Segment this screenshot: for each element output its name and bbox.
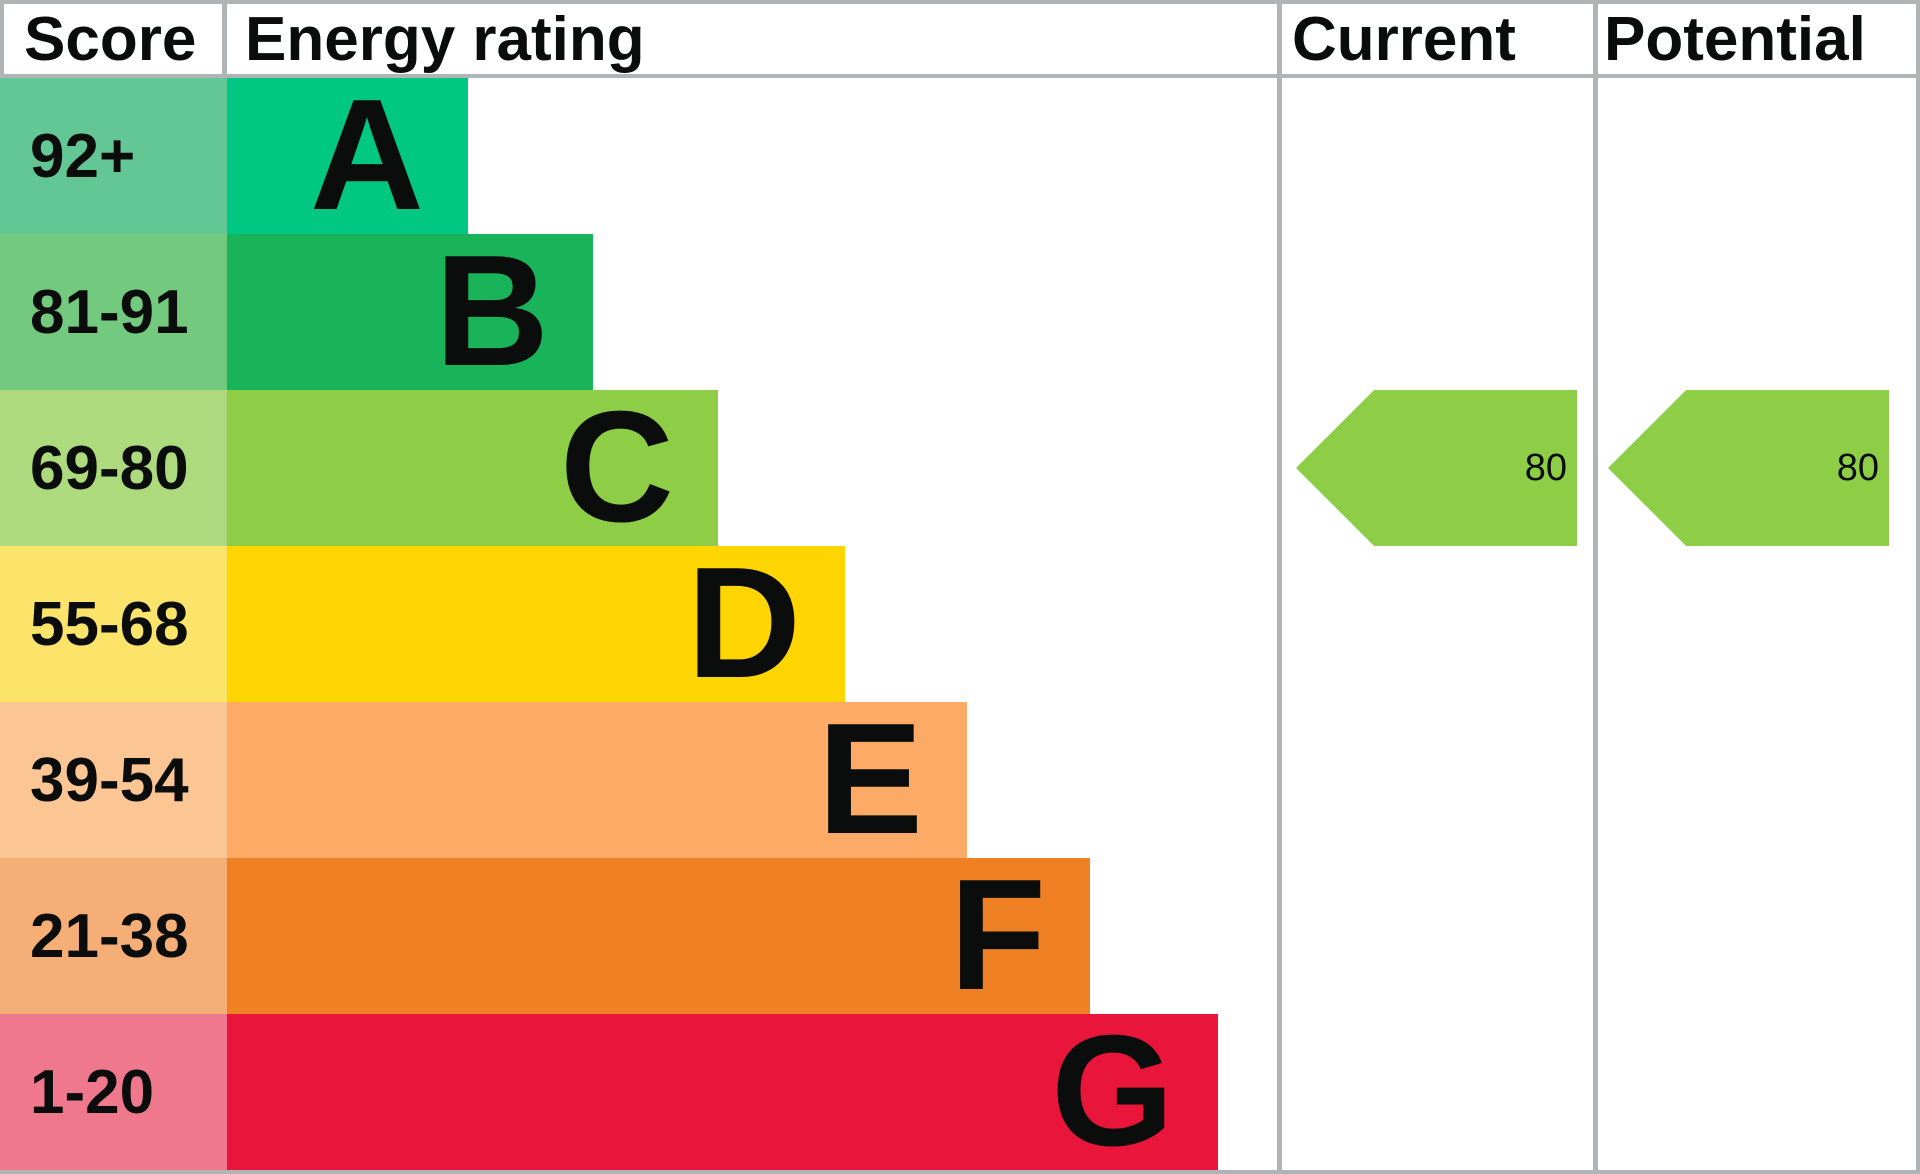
header-bottom-border <box>0 74 1920 78</box>
score-range-cell: 21-38 <box>0 858 227 1014</box>
rating-bar: D <box>227 536 845 710</box>
current-rating-arrow: 80 <box>1296 390 1577 546</box>
table-border-top <box>0 0 1920 4</box>
potential-rating-arrow: 80 <box>1608 390 1889 546</box>
divider-score-rating <box>222 0 227 78</box>
current-rating-value: 80 <box>1524 446 1567 489</box>
table-border-right <box>1916 0 1920 1174</box>
band-row: 21-38 F <box>0 848 1277 1022</box>
score-range-cell: 69-80 <box>0 390 227 546</box>
rating-bar: A <box>227 68 468 242</box>
band-row: 92+ A <box>0 68 1277 242</box>
band-rows: 92+ A 81-91 B 69-80 C 55-68 D 39-54 <box>0 68 1277 1174</box>
score-range-cell: 39-54 <box>0 702 227 858</box>
rating-bar: C <box>227 380 718 554</box>
score-range-cell: 1-20 <box>0 1014 227 1170</box>
rating-bar: E <box>227 692 967 866</box>
band-letter: D <box>686 535 801 712</box>
divider-current-column <box>1277 0 1282 1174</box>
band-letter: E <box>817 691 923 868</box>
header-energy-rating: Energy rating <box>245 4 645 74</box>
header-potential: Potential <box>1604 4 1866 74</box>
score-range-cell: 92+ <box>0 78 227 234</box>
score-range-cell: 55-68 <box>0 546 227 702</box>
rating-bar: F <box>227 848 1090 1022</box>
table-border-bottom <box>0 1170 1920 1174</box>
potential-rating-value: 80 <box>1836 446 1879 489</box>
score-range-cell: 81-91 <box>0 234 227 390</box>
divider-potential-column <box>1593 0 1598 1174</box>
band-row: 1-20 G <box>0 1004 1277 1174</box>
band-letter: F <box>949 847 1046 1024</box>
rating-bar: B <box>227 224 593 398</box>
band-letter: A <box>309 67 424 244</box>
band-letter: G <box>1051 1003 1174 1174</box>
band-row: 39-54 E <box>0 692 1277 866</box>
table-border-left <box>0 0 4 78</box>
header-current: Current <box>1292 4 1516 74</box>
header-score: Score <box>24 4 197 74</box>
band-row: 69-80 C <box>0 380 1277 554</box>
band-letter: C <box>559 379 674 556</box>
rating-bar: G <box>227 1004 1218 1174</box>
band-letter: B <box>434 223 549 400</box>
band-row: 55-68 D <box>0 536 1277 710</box>
band-row: 81-91 B <box>0 224 1277 398</box>
